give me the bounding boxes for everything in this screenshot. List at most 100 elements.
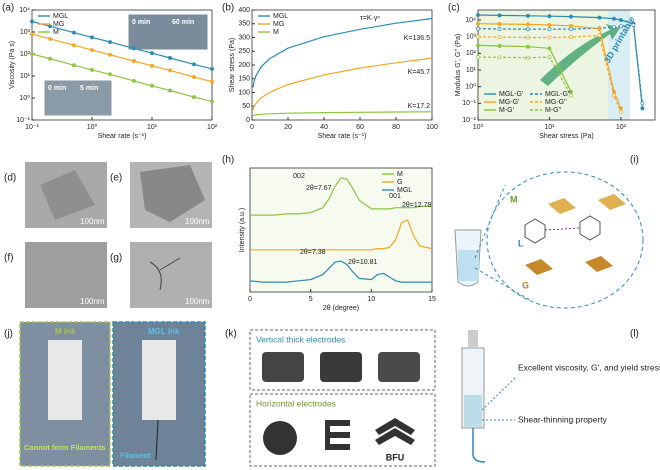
electrode (262, 352, 304, 382)
filament (472, 428, 486, 463)
marker (150, 63, 154, 68)
zoom-circle (486, 171, 644, 309)
series-line (252, 111, 433, 117)
marker (210, 99, 214, 104)
electrode (263, 421, 297, 455)
x-tick-label: 80 (392, 124, 400, 131)
logo-shape (375, 418, 415, 445)
marker (108, 40, 113, 44)
pointer (481, 377, 516, 411)
y-tick-label: 10⁻¹ (16, 117, 30, 124)
marker (612, 93, 616, 98)
marker (525, 55, 530, 60)
marker (210, 79, 214, 84)
marker (547, 23, 552, 27)
group-label: Horizontal electrodes (256, 398, 336, 408)
x-tick-label: 15 (428, 296, 436, 303)
group-label: Vertical thick electrodes (256, 334, 345, 344)
marker (131, 46, 136, 51)
marker (476, 21, 480, 26)
legend-label: G (397, 179, 402, 186)
y-tick-label: 10⁰ (19, 94, 30, 102)
marker (48, 56, 53, 61)
marker (547, 35, 552, 40)
marker (618, 18, 623, 22)
annotation: 2θ=12.78 (402, 202, 431, 209)
marker (90, 48, 94, 53)
y-tick-label: 10³ (20, 29, 31, 36)
electrode (325, 420, 350, 450)
marker (569, 93, 573, 98)
scale-label: 100nm (185, 297, 210, 306)
caption: Filament (120, 451, 151, 460)
marker (48, 36, 53, 41)
y-tick-label: 0 (246, 117, 250, 124)
molecule-label: L (518, 238, 524, 248)
marker (71, 43, 76, 48)
x-tick-label: 5 (309, 296, 313, 303)
legend-label: M (397, 171, 403, 178)
y-tick-label: 150 (238, 76, 250, 83)
series-line (31, 20, 213, 70)
marker (569, 14, 573, 19)
annotation: 0 min (48, 85, 66, 92)
marker (618, 110, 623, 115)
panel-label: (e) (110, 173, 122, 184)
marker (547, 27, 552, 32)
series-line (249, 260, 432, 283)
marker (497, 55, 502, 60)
y-tick-label: 250 (238, 48, 250, 55)
marker (90, 35, 94, 40)
marker (618, 24, 623, 29)
ink (464, 395, 482, 427)
marker (612, 25, 616, 29)
marker (525, 44, 530, 49)
group-box (249, 329, 436, 391)
marker (640, 106, 645, 111)
x-axis-label: Shear stress (Pa) (539, 133, 593, 140)
series-line (31, 53, 213, 102)
annotation: 0 min (132, 19, 150, 26)
legend-label: MGL (397, 187, 412, 194)
marker (30, 52, 34, 56)
plunger (468, 330, 478, 348)
marker (108, 72, 113, 77)
marker (497, 22, 502, 26)
x-tick-label: 10 (367, 296, 375, 303)
printable-zone (478, 10, 608, 120)
scale-label: 100nm (80, 297, 105, 306)
ring (524, 215, 601, 244)
legend-label: MG (273, 21, 284, 28)
ink-label: MGL ink (148, 327, 180, 336)
ink (458, 250, 479, 281)
ink-label: M ink (55, 327, 76, 336)
electrode (378, 352, 420, 382)
annotation: 5 min (80, 85, 98, 92)
x-tick-label: 10² (207, 124, 218, 131)
marker (497, 13, 502, 18)
x-axis-label: 2θ (degree) (323, 305, 359, 312)
x-tick-label: 60 (356, 124, 364, 131)
panel-label: (d) (4, 173, 16, 184)
marker (131, 59, 136, 63)
series-line (31, 33, 213, 83)
series-line (477, 23, 622, 109)
marker (497, 27, 502, 31)
plot-frame (477, 9, 656, 121)
x-tick-label: 40 (320, 124, 328, 131)
y-tick-label: 10⁴ (465, 17, 476, 24)
x-tick-label: 0 (248, 296, 252, 303)
panel-label: (g) (110, 253, 122, 264)
marker (476, 26, 480, 31)
legend-label: MGL-G' (499, 91, 523, 98)
marker (30, 19, 34, 24)
micrograph (25, 242, 107, 308)
annotation: 001 (389, 193, 401, 200)
bond (544, 227, 581, 231)
marker (497, 35, 502, 40)
logo-text: BFU (386, 452, 405, 462)
marker (525, 35, 530, 40)
series-line (252, 17, 433, 88)
marker (48, 24, 53, 29)
